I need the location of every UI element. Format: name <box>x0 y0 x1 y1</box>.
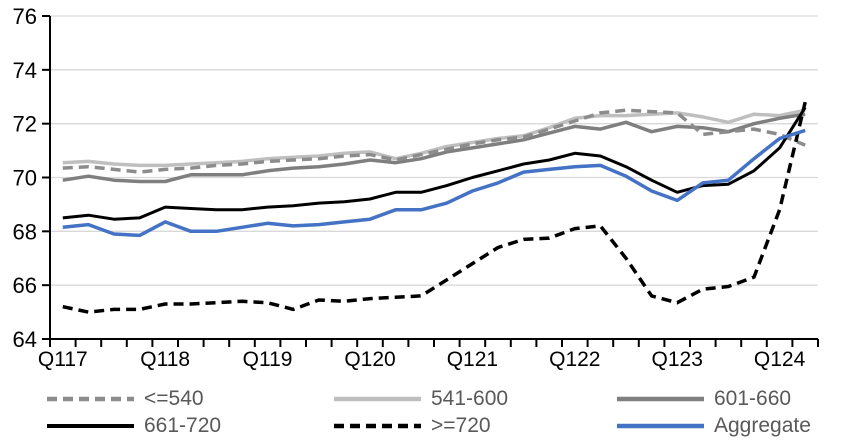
legend-label: >=720 <box>431 414 491 437</box>
x-axis-label: Q117 <box>37 348 88 371</box>
legend-line-sample <box>334 396 421 402</box>
x-axis-label: Q122 <box>549 348 601 371</box>
legend-line-sample <box>617 423 704 429</box>
legend-label: 661-720 <box>144 414 222 437</box>
y-axis-label: 72 <box>13 112 37 137</box>
legend-label: <=540 <box>144 387 204 410</box>
legend-line-sample <box>334 423 421 429</box>
legend-item-601-660: 601-660 <box>616 386 791 412</box>
legend-item-gte720: >=720 <box>333 413 491 439</box>
x-axis-label: Q119 <box>242 348 293 371</box>
y-axis-label: 66 <box>13 273 37 298</box>
y-axis-label: 70 <box>13 166 37 191</box>
legend-item-lte540: <=540 <box>46 386 204 412</box>
x-axis-label: Q123 <box>651 348 703 371</box>
series-line-Aggregate <box>62 128 806 238</box>
legend-label: 541-600 <box>431 387 509 410</box>
legend-item-541-600: 541-600 <box>333 386 508 412</box>
legend-line-sample <box>617 396 704 402</box>
series-line-<=540 <box>62 108 806 174</box>
legend-line-sample <box>47 424 134 428</box>
y-axis-label: 68 <box>13 219 37 244</box>
x-axis-label: Q120 <box>344 348 396 371</box>
y-axis-label: 64 <box>13 327 37 352</box>
legend-item-aggregate: Aggregate <box>616 413 811 439</box>
legend-line-sample <box>47 396 134 402</box>
legend-label: 601-660 <box>714 387 792 410</box>
legend-label: Aggregate <box>714 414 811 437</box>
legend-item-661-720: 661-720 <box>46 413 221 439</box>
series-line->=720 <box>62 101 807 314</box>
x-axis-label: Q121 <box>446 348 499 371</box>
series-line-661-720 <box>62 106 807 221</box>
y-axis-label: 76 <box>13 4 37 29</box>
series-line-541-600 <box>62 108 806 168</box>
x-axis-label: Q118 <box>140 348 191 371</box>
y-axis-label: 74 <box>13 58 37 83</box>
x-axis-label: Q124 <box>753 348 806 371</box>
series-line-601-660 <box>62 112 806 184</box>
